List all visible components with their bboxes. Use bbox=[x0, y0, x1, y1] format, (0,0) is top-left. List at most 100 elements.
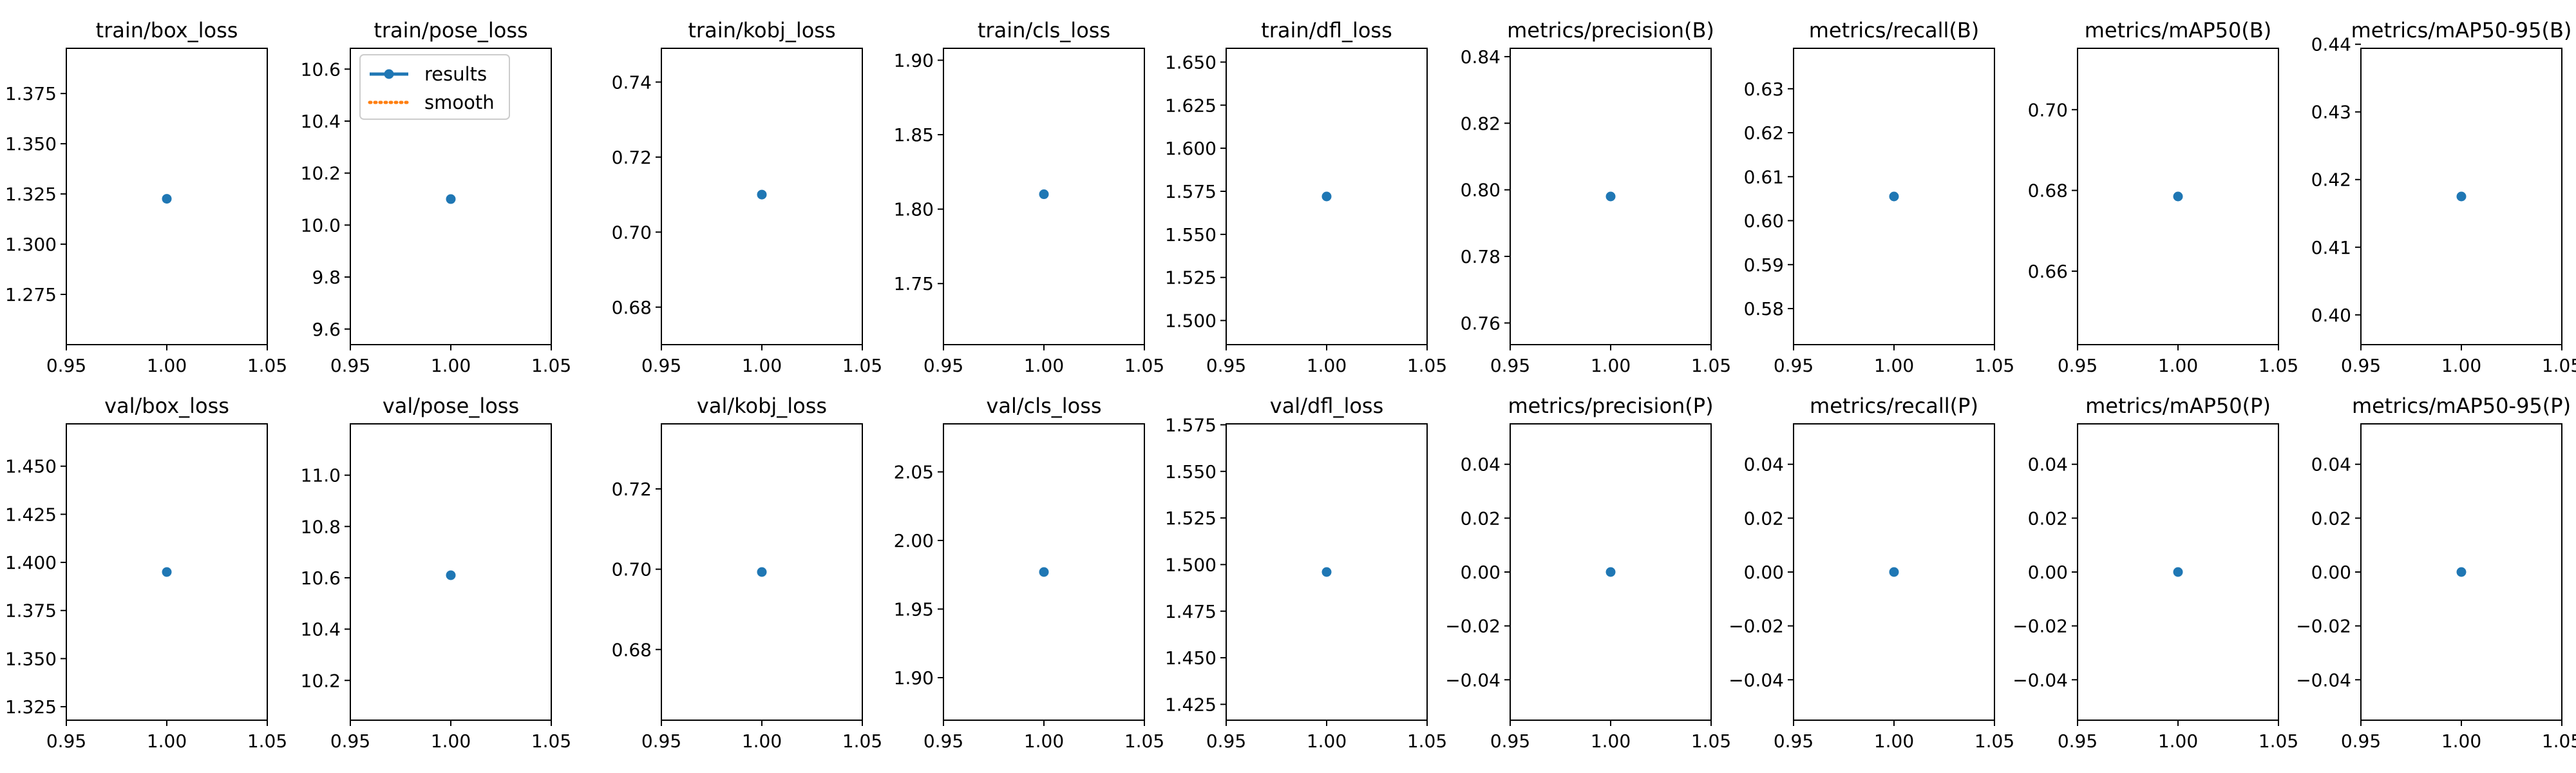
y-tick-label: 0.63 bbox=[1744, 79, 1784, 100]
subplot: metrics/mAP50(P) 0.95 1.00 1.05 −0.04 −0.02 0.… bbox=[2012, 394, 2298, 752]
y-tick-label: 0.44 bbox=[2311, 34, 2351, 55]
x-tick-label: 1.00 bbox=[1591, 355, 1631, 376]
y-tick-label: 1.275 bbox=[5, 284, 57, 305]
y-tick-label: 0.58 bbox=[1744, 298, 1784, 320]
data-point bbox=[2173, 567, 2183, 577]
subplot: train/pose_loss 0.95 1.00 1.05 9.6 9.8 10.0 10.… bbox=[301, 18, 572, 376]
y-tick-label: 1.650 bbox=[1165, 52, 1217, 73]
data-point bbox=[1605, 567, 1616, 577]
subplot: metrics/mAP50-95(P) 0.95 1.00 1.05 −0.04 −0.0… bbox=[2296, 394, 2576, 752]
y-tick-label: 10.4 bbox=[301, 111, 341, 132]
y-tick-label: 11.0 bbox=[301, 465, 341, 486]
y-tick-label: 10.6 bbox=[301, 568, 341, 589]
y-tick-label: 1.575 bbox=[1165, 414, 1217, 435]
y-tick-label: 1.75 bbox=[894, 273, 934, 294]
y-tick-label: 0.41 bbox=[2311, 237, 2351, 258]
subplot-title: train/kobj_loss bbox=[688, 18, 835, 43]
axes-frame bbox=[66, 48, 268, 345]
axes-frame bbox=[1510, 48, 1712, 345]
x-tick-label: 1.00 bbox=[742, 730, 782, 752]
y-tick-label: 1.85 bbox=[894, 124, 934, 146]
x-tick-label: 0.95 bbox=[1774, 355, 1814, 376]
y-tick-label: 0.66 bbox=[2028, 261, 2068, 282]
y-tick-label: 0.62 bbox=[1744, 122, 1784, 144]
y-tick-label: 1.600 bbox=[1165, 138, 1217, 159]
axes-frame bbox=[661, 423, 863, 721]
x-tick-label: 1.00 bbox=[2158, 355, 2198, 376]
y-tick-label: 0.72 bbox=[612, 479, 652, 500]
x-tick-label: 1.00 bbox=[147, 730, 187, 752]
x-tick-label: 1.05 bbox=[1407, 355, 1447, 376]
axes-frame bbox=[1226, 423, 1428, 721]
x-tick-label: 1.00 bbox=[147, 355, 187, 376]
y-tick-label: 0.43 bbox=[2311, 102, 2351, 123]
x-tick-label: 0.95 bbox=[1490, 730, 1530, 752]
x-tick-label: 1.05 bbox=[842, 355, 882, 376]
y-tick-label: 0.82 bbox=[1461, 113, 1501, 134]
y-tick-label: 1.525 bbox=[1165, 508, 1217, 529]
y-tick-label: −0.02 bbox=[1728, 616, 1784, 637]
y-tick-label: 0.42 bbox=[2311, 169, 2351, 191]
x-tick-label: 1.00 bbox=[1307, 355, 1347, 376]
subplot-title: train/dfl_loss bbox=[1261, 18, 1392, 43]
legend-label: results bbox=[424, 63, 487, 85]
y-tick-label: 0.04 bbox=[1744, 454, 1784, 475]
x-tick-label: 1.05 bbox=[2542, 730, 2576, 752]
x-tick-label: 1.05 bbox=[1124, 355, 1164, 376]
subplot: val/pose_loss 0.95 1.00 1.05 10.2 10.4 10.6 10.… bbox=[301, 394, 572, 752]
y-tick-label: −0.02 bbox=[1445, 616, 1501, 637]
x-tick-label: 1.05 bbox=[247, 355, 287, 376]
data-point bbox=[1605, 191, 1616, 202]
subplot-title: train/cls_loss bbox=[978, 18, 1110, 43]
x-tick-label: 1.05 bbox=[1691, 355, 1731, 376]
subplot: metrics/precision(B) 0.95 1.00 1.05 0.76 0.78… bbox=[1461, 18, 1732, 376]
subplot: metrics/precision(P) 0.95 1.00 1.05 −0.04 −0.… bbox=[1445, 394, 1731, 752]
subplot: train/kobj_loss 0.95 1.00 1.05 0.68 0.70 0.72 0… bbox=[612, 18, 883, 376]
y-tick-label: 0.02 bbox=[1461, 508, 1501, 529]
data-point bbox=[1321, 567, 1332, 577]
subplot: val/cls_loss 0.95 1.00 1.05 1.90 1.95 2.00 2.05 bbox=[894, 394, 1165, 752]
x-tick-label: 1.05 bbox=[2542, 355, 2576, 376]
subplot-title: metrics/mAP50-95(P) bbox=[2352, 394, 2571, 418]
y-tick-label: 2.00 bbox=[894, 530, 934, 551]
y-tick-label: 1.425 bbox=[1165, 694, 1217, 715]
x-tick-label: 0.95 bbox=[46, 355, 86, 376]
axes-frame bbox=[66, 423, 268, 721]
y-tick-label: 0.40 bbox=[2311, 305, 2351, 326]
y-tick-label: −0.04 bbox=[2012, 669, 2068, 691]
x-tick-label: 0.95 bbox=[2341, 355, 2381, 376]
y-tick-label: 0.68 bbox=[2028, 180, 2068, 202]
y-tick-label: 1.625 bbox=[1165, 95, 1217, 116]
y-tick-label: −0.04 bbox=[1728, 669, 1784, 691]
y-tick-label: 10.6 bbox=[301, 59, 341, 80]
data-point bbox=[1321, 191, 1332, 202]
subplot: val/box_loss 0.95 1.00 1.05 1.325 1.350 1.375 1… bbox=[5, 394, 287, 752]
data-point bbox=[757, 189, 767, 200]
axes-frame bbox=[350, 423, 552, 721]
y-tick-label: 0.00 bbox=[1461, 562, 1501, 583]
x-tick-label: 1.00 bbox=[2441, 730, 2481, 752]
x-tick-label: 1.00 bbox=[1024, 730, 1064, 752]
subplot: metrics/recall(P) 0.95 1.00 1.05 −0.04 −0.02 0… bbox=[1728, 394, 2014, 752]
data-point bbox=[2456, 191, 2467, 202]
x-tick-label: 1.00 bbox=[1024, 355, 1064, 376]
y-tick-label: 1.475 bbox=[1165, 601, 1217, 622]
x-tick-label: 0.95 bbox=[330, 355, 370, 376]
subplot-title: metrics/precision(B) bbox=[1507, 18, 1714, 43]
subplot: train/box_loss 0.95 1.00 1.05 1.275 1.300 1.32… bbox=[5, 18, 287, 376]
subplot: train/dfl_loss 0.95 1.00 1.05 1.500 1.525 1.55… bbox=[1165, 18, 1447, 376]
y-tick-label: 9.6 bbox=[312, 319, 341, 340]
y-tick-label: 1.450 bbox=[5, 456, 57, 477]
y-tick-label: 10.2 bbox=[301, 163, 341, 184]
axes-frame bbox=[350, 48, 552, 345]
x-tick-label: 1.05 bbox=[1407, 730, 1447, 752]
y-tick-label: 1.500 bbox=[1165, 554, 1217, 575]
x-tick-label: 1.00 bbox=[1874, 730, 1914, 752]
y-tick-label: 0.00 bbox=[2028, 562, 2068, 583]
data-point bbox=[446, 194, 456, 204]
y-tick-label: 0.60 bbox=[1744, 211, 1784, 232]
y-tick-label: 0.76 bbox=[1461, 312, 1501, 334]
subplot-title: metrics/mAP50(P) bbox=[2085, 394, 2271, 418]
y-tick-label: 0.78 bbox=[1461, 246, 1501, 267]
subplot-title: val/kobj_loss bbox=[697, 394, 827, 418]
